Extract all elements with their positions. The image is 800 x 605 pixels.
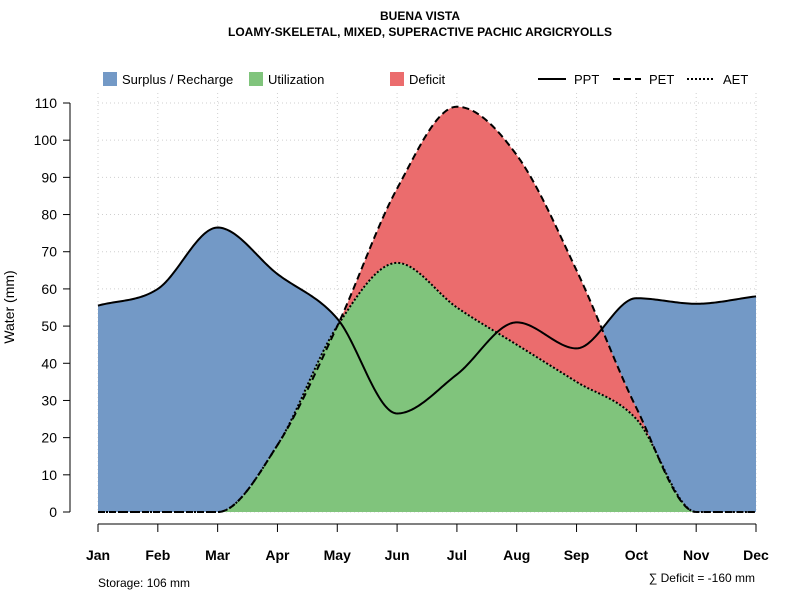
x-tick-label-oct: Oct [625,547,649,563]
x-tick-label-sep: Sep [564,547,590,563]
utilization-area [98,262,756,512]
y-tick-label: 30 [41,392,57,408]
legend-line-label-pet: PET [649,72,674,87]
series-lines [97,105,757,513]
ppt-line [97,226,757,415]
y-tick-label: 20 [41,430,57,446]
deficit-area [98,106,756,512]
x-tick-label-nov: Nov [683,547,710,563]
utilization-base-area [98,322,756,512]
legend-line-label-aet: AET [723,72,748,87]
legend-label-1: Utilization [268,72,324,87]
storage-annotation: Storage: 106 mm [98,576,190,590]
legend-swatch-0 [103,72,117,86]
y-tick-label: 10 [41,467,57,483]
deficit-annotation: ∑ Deficit = -160 mm [649,571,755,585]
x-tick-label-feb: Feb [145,547,170,563]
y-tick-label: 100 [34,132,58,148]
y-tick-label: 110 [35,95,58,111]
legend-swatch-1 [249,72,263,86]
y-tick-label: 70 [41,244,57,260]
x-tick-label-jun: Jun [385,547,410,563]
chart-subtitle: LOAMY-SKELETAL, MIXED, SUPERACTIVE PACHI… [228,25,612,39]
x-tick-label-apr: Apr [265,547,290,563]
chart-title: BUENA VISTA [380,9,460,23]
axes: 0 10 20 30 40 50 60 70 80 90 100 110 Jan Feb Mar Apr May… [34,95,769,563]
y-tick-label: 60 [41,281,57,297]
x-tick-label-dec: Dec [743,547,769,563]
legend-swatch-2 [390,72,404,86]
surplus-recharge-area [98,227,756,512]
y-tick-label: 80 [41,207,57,223]
y-tick-label: 40 [41,355,57,371]
legend-label-2: Deficit [409,72,446,87]
pet-line [98,105,756,513]
aet-line [98,261,756,513]
x-tick-label-aug: Aug [503,547,530,563]
y-tick-label: 90 [41,169,57,185]
x-tick-label-jan: Jan [86,547,110,563]
y-tick-label: 50 [41,318,57,334]
x-tick-label-mar: Mar [205,547,230,563]
legend-label-0: Surplus / Recharge [122,72,233,87]
y-tick-label: 0 [49,504,57,520]
legend-line-label-ppt: PPT [574,72,599,87]
x-tick-label-may: May [324,547,351,563]
y-axis-label: Water (mm) [1,270,17,343]
x-tick-label-jul: Jul [447,547,467,563]
legend: Surplus / Recharge Utilization Deficit PPT P… [103,72,748,87]
area-fills [98,106,756,512]
